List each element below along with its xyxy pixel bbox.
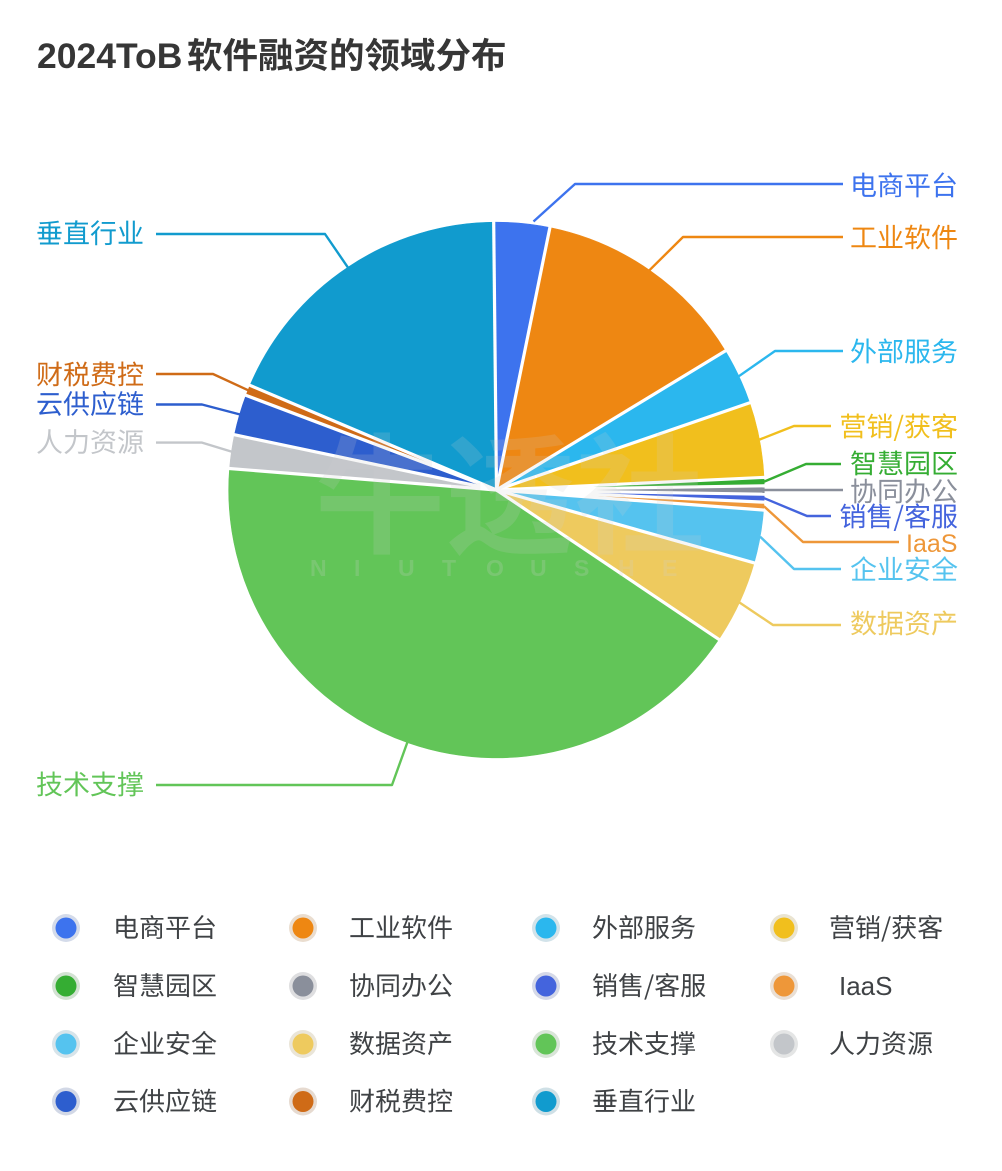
svg-text:E: E (662, 555, 677, 581)
svg-text:S: S (574, 555, 589, 581)
svg-text:O: O (486, 555, 504, 581)
svg-text:H: H (618, 555, 635, 581)
svg-text:I: I (354, 555, 360, 581)
svg-text:IaaS: IaaS (906, 530, 957, 558)
svg-text:2024ToB: 2024ToB (37, 36, 182, 76)
svg-text:T: T (442, 555, 456, 581)
svg-text:U: U (398, 555, 415, 581)
svg-text:U: U (530, 555, 547, 581)
svg-text:IaaS: IaaS (839, 971, 893, 1001)
svg-text:N: N (310, 555, 327, 581)
